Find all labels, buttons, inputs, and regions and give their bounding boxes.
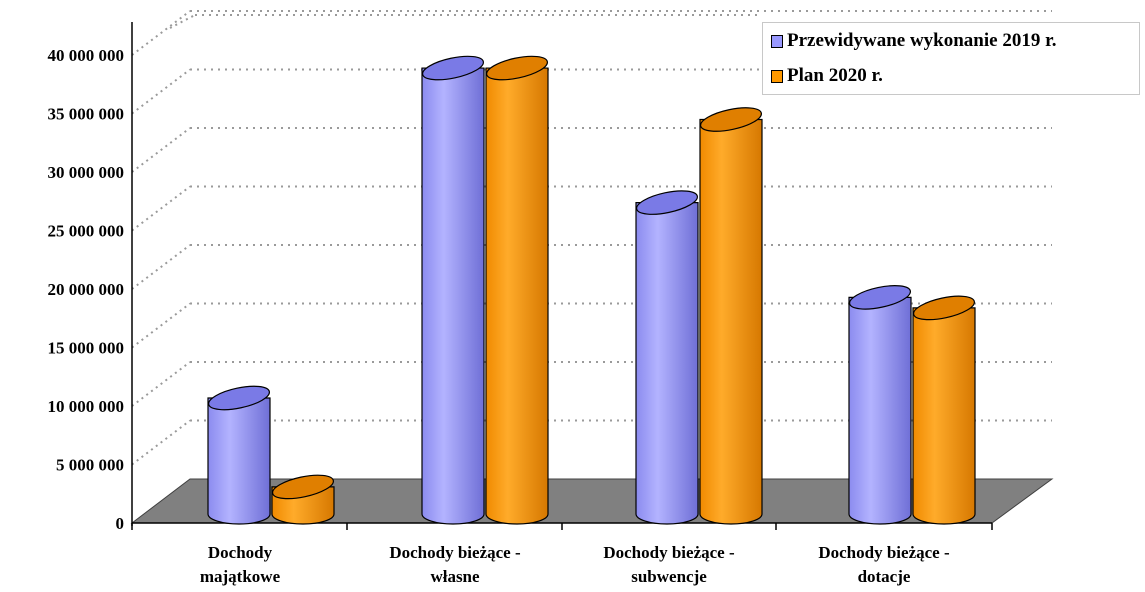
bar	[912, 307, 976, 525]
bar-top	[636, 190, 698, 215]
x-category-label: Dochody bieżące -	[818, 543, 950, 562]
legend-swatch-2020	[771, 69, 783, 83]
bar-top	[486, 55, 548, 81]
y-tick-label: 40 000 000	[48, 46, 125, 65]
grid-connector	[131, 302, 191, 349]
bar	[635, 201, 699, 525]
grid-connector	[131, 68, 191, 115]
bar	[485, 67, 549, 525]
y-tick-label: 0	[116, 514, 125, 533]
grid-connector	[131, 127, 191, 173]
bar	[699, 118, 763, 525]
bar	[421, 67, 485, 525]
x-category-label: Dochody bieżące -	[603, 543, 735, 562]
y-tick-label: 30 000 000	[48, 163, 125, 182]
x-category-label: Dochody bieżące -	[389, 543, 521, 562]
bar	[848, 296, 912, 525]
x-category-label: subwencje	[631, 567, 707, 586]
y-tick-label: 35 000 000	[48, 105, 125, 124]
labels: 0 5 000 000 10 000 000 15 000 000 20 000 000…	[48, 46, 950, 586]
grid-connector	[131, 185, 191, 232]
grid-connector	[131, 244, 191, 290]
grid-connector	[131, 419, 191, 466]
bar-top	[913, 295, 975, 321]
legend-item-2020: Plan 2020 r.	[771, 65, 883, 87]
bar-top	[208, 385, 270, 411]
bar-top	[422, 55, 484, 81]
y-tick-label: 25 000 000	[48, 222, 125, 241]
y-tick-label: 5 000 000	[56, 456, 124, 475]
grid-connector	[169, 14, 196, 29]
legend: Przewidywane wykonanie 2019 r. Plan 2020…	[762, 22, 1140, 95]
x-category-label: dotacje	[858, 567, 911, 586]
legend-swatch-2019	[771, 34, 783, 48]
grid-connector	[131, 10, 191, 56]
x-category-label: Dochody	[208, 543, 273, 562]
axes	[131, 22, 993, 530]
gridlines	[131, 10, 1052, 466]
x-category-label: majątkowe	[200, 567, 281, 586]
legend-item-2019: Przewidywane wykonanie 2019 r.	[771, 30, 1057, 52]
legend-label-2020: Plan 2020 r.	[787, 65, 883, 86]
legend-label-2019: Przewidywane wykonanie 2019 r.	[787, 30, 1057, 51]
bar-top	[700, 107, 762, 132]
y-tick-label: 20 000 000	[48, 280, 125, 299]
bar-top	[272, 474, 334, 500]
y-tick-label: 15 000 000	[48, 339, 125, 358]
x-category-label: własne	[430, 567, 480, 586]
bar	[207, 397, 271, 525]
y-tick-label: 10 000 000	[48, 397, 125, 416]
bars	[207, 55, 976, 525]
bar-top	[849, 285, 911, 310]
grid-connector	[131, 361, 191, 407]
